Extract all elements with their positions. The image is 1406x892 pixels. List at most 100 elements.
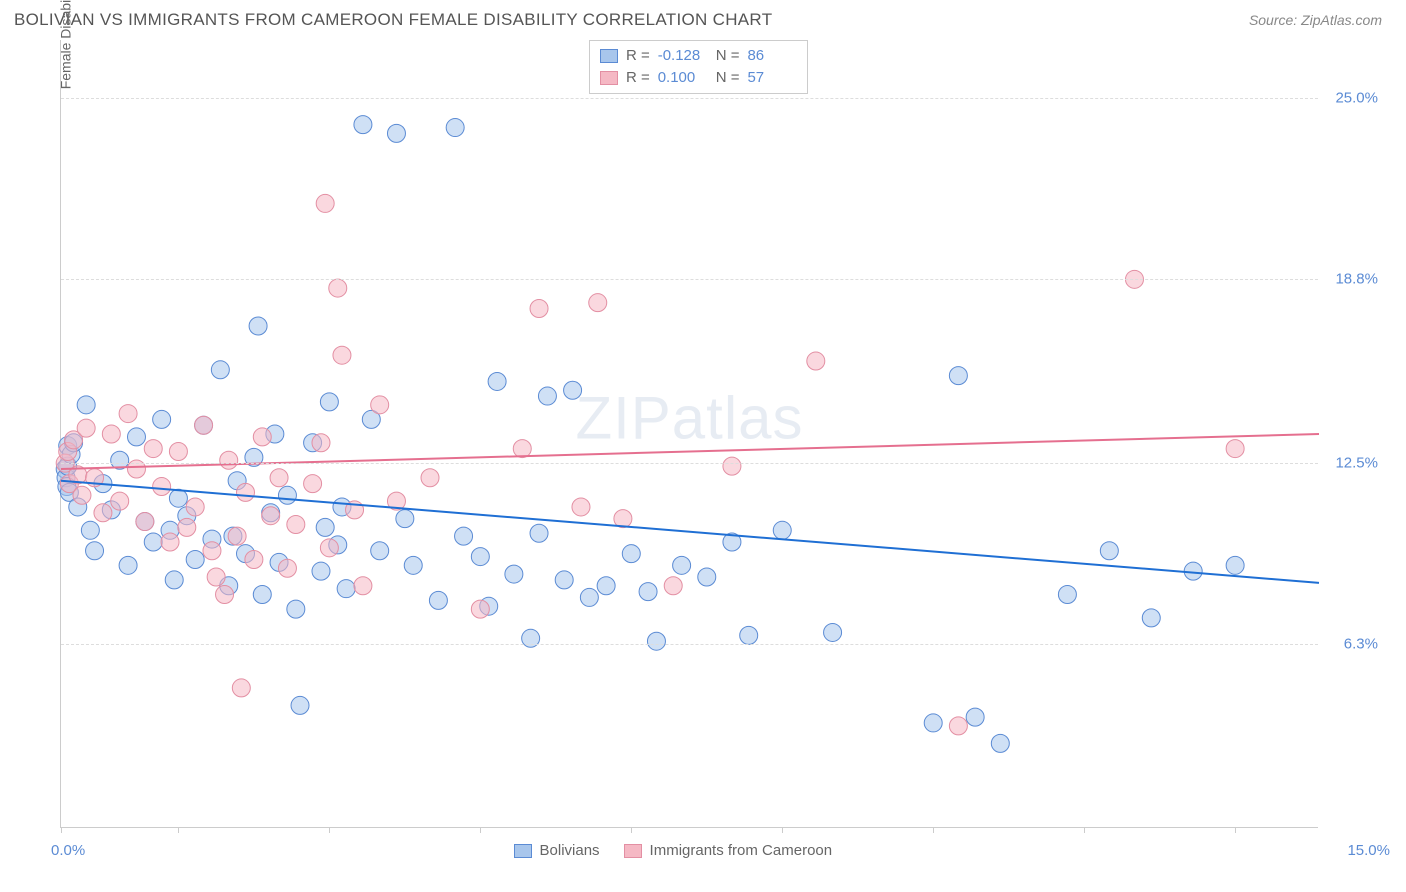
legend-swatch bbox=[624, 844, 642, 858]
gridline bbox=[61, 463, 1318, 464]
legend-item: Immigrants from Cameroon bbox=[624, 842, 833, 859]
data-point bbox=[354, 577, 372, 595]
data-point bbox=[228, 527, 246, 545]
data-point bbox=[647, 632, 665, 650]
data-point bbox=[320, 539, 338, 557]
data-point bbox=[404, 556, 422, 574]
data-point bbox=[1058, 586, 1076, 604]
y-tick-label: 12.5% bbox=[1323, 455, 1378, 472]
data-point bbox=[245, 550, 263, 568]
data-point bbox=[169, 489, 187, 507]
data-point bbox=[278, 486, 296, 504]
data-point bbox=[186, 550, 204, 568]
data-point bbox=[455, 527, 473, 545]
data-point bbox=[824, 623, 842, 641]
data-point bbox=[136, 513, 154, 531]
data-point bbox=[354, 116, 372, 134]
legend-item: Bolivians bbox=[514, 842, 600, 859]
data-point bbox=[949, 717, 967, 735]
data-point bbox=[740, 626, 758, 644]
data-point bbox=[270, 469, 288, 487]
data-point bbox=[81, 521, 99, 539]
y-tick-label: 25.0% bbox=[1323, 90, 1378, 107]
data-point bbox=[312, 562, 330, 580]
gridline bbox=[61, 98, 1318, 99]
data-point bbox=[127, 428, 145, 446]
data-point bbox=[371, 396, 389, 414]
legend-n-value: 86 bbox=[747, 45, 797, 67]
x-tick bbox=[61, 827, 62, 833]
chart-title: BOLIVIAN VS IMMIGRANTS FROM CAMEROON FEM… bbox=[14, 10, 772, 30]
data-point bbox=[169, 443, 187, 461]
legend-r-label: R = bbox=[626, 67, 650, 89]
x-tick bbox=[178, 827, 179, 833]
data-point bbox=[773, 521, 791, 539]
x-tick bbox=[631, 827, 632, 833]
data-point bbox=[597, 577, 615, 595]
series-legend: Bolivians Immigrants from Cameroon bbox=[514, 842, 833, 859]
data-point bbox=[488, 372, 506, 390]
data-point bbox=[316, 194, 334, 212]
data-point bbox=[153, 410, 171, 428]
data-point bbox=[216, 586, 234, 604]
legend-row: R = -0.128N = 86 bbox=[600, 45, 798, 67]
data-point bbox=[538, 387, 556, 405]
data-point bbox=[580, 588, 598, 606]
legend-n-label: N = bbox=[716, 67, 740, 89]
gridline bbox=[61, 644, 1318, 645]
legend-swatch bbox=[600, 71, 618, 85]
data-point bbox=[471, 600, 489, 618]
data-point bbox=[203, 542, 221, 560]
x-axis-max-label: 15.0% bbox=[1347, 842, 1390, 859]
data-point bbox=[371, 542, 389, 560]
data-point bbox=[312, 434, 330, 452]
legend-label: Bolivians bbox=[540, 842, 600, 859]
data-point bbox=[564, 381, 582, 399]
data-point bbox=[304, 475, 322, 493]
data-point bbox=[949, 367, 967, 385]
data-point bbox=[195, 416, 213, 434]
data-point bbox=[178, 518, 196, 536]
data-point bbox=[723, 457, 741, 475]
data-point bbox=[513, 440, 531, 458]
data-point bbox=[698, 568, 716, 586]
plot-area: ZIPatlas R = -0.128N = 86R = 0.100N = 57… bbox=[60, 40, 1318, 828]
data-point bbox=[220, 451, 238, 469]
data-point bbox=[329, 279, 347, 297]
x-axis-min-label: 0.0% bbox=[51, 842, 85, 859]
data-point bbox=[924, 714, 942, 732]
data-point bbox=[530, 524, 548, 542]
x-tick bbox=[1084, 827, 1085, 833]
data-point bbox=[966, 708, 984, 726]
data-point bbox=[673, 556, 691, 574]
data-point bbox=[337, 580, 355, 598]
data-point bbox=[396, 510, 414, 528]
data-point bbox=[253, 586, 271, 604]
data-point bbox=[316, 518, 334, 536]
data-point bbox=[287, 515, 305, 533]
data-point bbox=[530, 300, 548, 318]
data-point bbox=[572, 498, 590, 516]
data-point bbox=[555, 571, 573, 589]
data-point bbox=[589, 294, 607, 312]
data-point bbox=[291, 696, 309, 714]
legend-row: R = 0.100N = 57 bbox=[600, 67, 798, 89]
data-point bbox=[232, 679, 250, 697]
data-point bbox=[639, 583, 657, 601]
data-point bbox=[161, 533, 179, 551]
legend-label: Immigrants from Cameroon bbox=[650, 842, 833, 859]
data-point bbox=[1142, 609, 1160, 627]
data-point bbox=[287, 600, 305, 618]
data-point bbox=[262, 507, 280, 525]
data-point bbox=[77, 419, 95, 437]
data-point bbox=[807, 352, 825, 370]
x-tick bbox=[480, 827, 481, 833]
y-tick-label: 18.8% bbox=[1323, 271, 1378, 288]
data-point bbox=[387, 124, 405, 142]
data-point bbox=[991, 734, 1009, 752]
data-point bbox=[153, 478, 171, 496]
legend-n-label: N = bbox=[716, 45, 740, 67]
data-point bbox=[119, 556, 137, 574]
x-tick bbox=[933, 827, 934, 833]
data-point bbox=[278, 559, 296, 577]
